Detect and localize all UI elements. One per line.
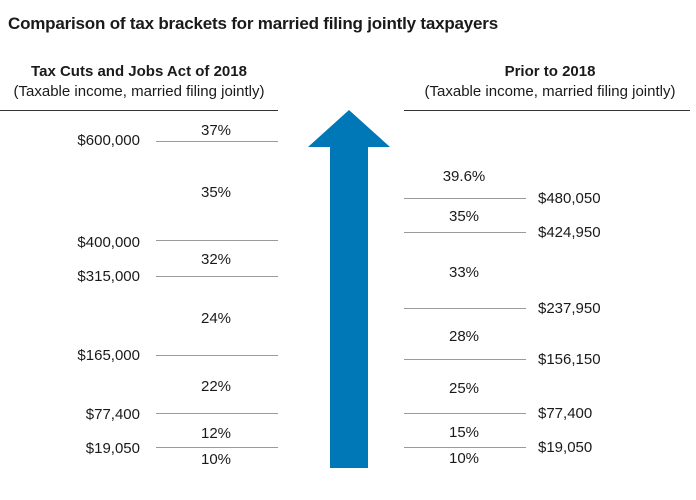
arrow-shape	[308, 110, 390, 468]
right-rate: 39.6%	[442, 168, 486, 185]
right-rate: 33%	[448, 264, 480, 281]
left-rate: 12%	[200, 425, 232, 442]
left-bracket-line	[156, 355, 278, 356]
right-rate: 35%	[448, 208, 480, 225]
right-threshold: $19,050	[538, 439, 593, 456]
right-rate: 28%	[448, 328, 480, 345]
left-threshold: $19,050	[85, 440, 140, 457]
left-heading: Tax Cuts and Jobs Act of 2018	[31, 63, 247, 80]
right-threshold: $156,150	[538, 351, 601, 368]
left-threshold: $77,400	[85, 406, 140, 423]
right-threshold: $424,950	[538, 224, 601, 241]
left-threshold: $400,000	[77, 234, 140, 251]
left-header: Tax Cuts and Jobs Act of 2018 (Taxable i…	[0, 62, 278, 102]
right-bracket-line	[404, 198, 526, 199]
chart-title: Comparison of tax brackets for married f…	[8, 14, 498, 33]
left-rate: 10%	[200, 451, 232, 468]
right-heading: Prior to 2018	[504, 63, 596, 80]
right-bracket-line	[404, 308, 526, 309]
left-threshold: $165,000	[77, 347, 140, 364]
left-rate: 37%	[200, 122, 232, 139]
right-bracket-line	[404, 413, 526, 414]
left-rate: 32%	[200, 251, 232, 268]
right-threshold: $237,950	[538, 300, 601, 317]
right-header-rule	[404, 110, 690, 111]
left-rate: 24%	[200, 310, 232, 327]
right-rate: 25%	[448, 380, 480, 397]
right-rate: 15%	[448, 424, 480, 441]
left-header-rule	[0, 110, 278, 111]
left-bracket-line	[156, 276, 278, 277]
right-threshold: $480,050	[538, 190, 601, 207]
left-bracket-line	[156, 413, 278, 414]
left-rate: 22%	[200, 378, 232, 395]
left-bracket-line	[156, 240, 278, 241]
left-threshold: $315,000	[77, 268, 140, 285]
left-rate: 35%	[200, 184, 232, 201]
right-rate: 10%	[448, 450, 480, 467]
right-header: Prior to 2018 (Taxable income, married f…	[404, 62, 696, 102]
right-bracket-line	[404, 359, 526, 360]
right-bracket-line	[404, 447, 526, 448]
left-bracket-line	[156, 141, 278, 142]
left-subheading: (Taxable income, married filing jointly)	[13, 83, 265, 100]
left-threshold: $600,000	[77, 132, 140, 149]
right-threshold: $77,400	[538, 405, 593, 422]
up-arrow-icon	[308, 110, 390, 468]
right-subheading: (Taxable income, married filing jointly)	[424, 83, 676, 100]
left-bracket-line	[156, 447, 278, 448]
right-bracket-line	[404, 232, 526, 233]
